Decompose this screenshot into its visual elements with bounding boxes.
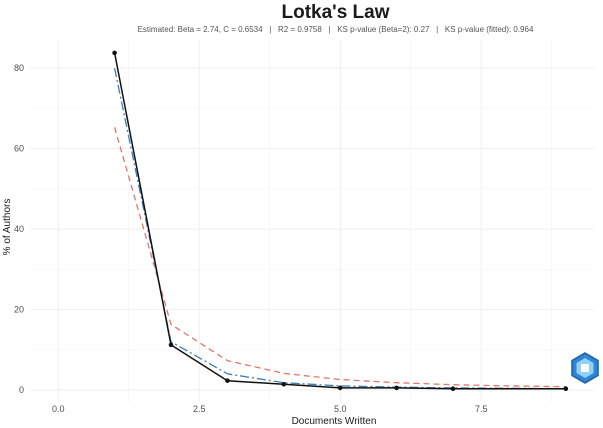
- series-layer: [112, 50, 569, 392]
- data-point: [337, 385, 343, 391]
- data-point: [225, 378, 230, 383]
- x-axis-label: Documents Written: [292, 416, 377, 427]
- x-tick-label: 2.5: [193, 404, 206, 414]
- y-tick-label: 40: [14, 224, 24, 234]
- data-point: [394, 385, 399, 391]
- chart-subtitle: Estimated: Beta = 2.74, C = 0.6534 | R2 …: [137, 25, 534, 34]
- series-line-solid: [113, 52, 566, 390]
- data-point: [112, 50, 117, 56]
- tick-labels: 0.0 2.5 5.0 7.5 0 20 40 60 80: [14, 63, 487, 414]
- bibliometrix-hexagon-icon: [571, 352, 599, 384]
- x-tick-label: 7.5: [475, 404, 488, 414]
- y-tick-label: 0: [19, 385, 24, 395]
- data-point: [450, 386, 456, 392]
- y-axis-label: % of Authors: [2, 199, 13, 256]
- grid: [30, 40, 594, 402]
- y-tick-label: 60: [14, 144, 24, 154]
- x-tick-label: 5.0: [334, 404, 347, 414]
- chart-title: Lotka's Law: [281, 2, 390, 23]
- x-tick-label: 0.0: [52, 404, 65, 414]
- y-tick-label: 80: [14, 63, 24, 73]
- data-point: [281, 382, 287, 387]
- data-point: [563, 386, 569, 392]
- y-tick-label: 20: [14, 304, 24, 314]
- data-point: [168, 342, 174, 348]
